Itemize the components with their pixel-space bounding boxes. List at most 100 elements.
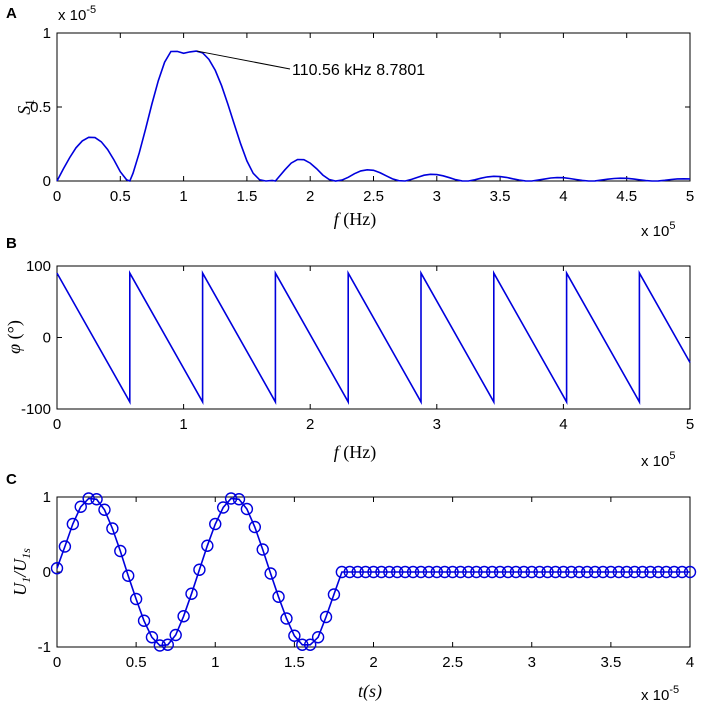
y-axis-label-c: U1/U1s bbox=[10, 548, 33, 596]
series-line-b bbox=[56, 270, 691, 405]
y-tick-label-a: 0.5 bbox=[30, 99, 51, 116]
data-point-c bbox=[319, 610, 333, 624]
data-point-c bbox=[185, 587, 198, 600]
x-axis-label-c: t(s) bbox=[358, 681, 382, 702]
data-point-c bbox=[533, 565, 546, 579]
data-point-c bbox=[644, 565, 657, 579]
data-point-c bbox=[588, 565, 602, 579]
axis-ticks-c: 0 0.5 1 1.5 2 2.5 3 3.5 4-101 bbox=[38, 489, 695, 671]
x-tick-label-c: 2 bbox=[369, 654, 377, 671]
x-multiplier-a: x 105 bbox=[641, 220, 675, 240]
data-point-c bbox=[66, 517, 80, 531]
y-tick-label-a: 0 bbox=[43, 173, 51, 190]
x-tick-label-b: 5 bbox=[686, 416, 694, 433]
x-tick-label-a: 3.5 bbox=[490, 188, 511, 205]
data-point-c bbox=[660, 565, 673, 579]
data-point-c bbox=[50, 562, 64, 575]
x-tick-label-a: 0 bbox=[53, 188, 61, 205]
data-point-c bbox=[549, 565, 562, 579]
x-tick-label-c: 3 bbox=[528, 654, 536, 671]
x-tick-label-a: 1 bbox=[179, 188, 187, 205]
x-axis-label-a: f (Hz) bbox=[334, 209, 377, 230]
data-point-c bbox=[414, 565, 428, 579]
data-point-c bbox=[327, 588, 341, 601]
data-point-c bbox=[604, 565, 618, 579]
y-tick-label-b: 100 bbox=[26, 258, 51, 275]
data-point-c bbox=[509, 565, 523, 579]
x-tick-label-b: 3 bbox=[433, 416, 441, 433]
y-tick-label-c: 0 bbox=[43, 564, 51, 581]
x-tick-label-a: 0.5 bbox=[110, 188, 131, 205]
data-point-c bbox=[122, 569, 135, 582]
data-point-c bbox=[90, 493, 103, 506]
data-point-c bbox=[375, 565, 388, 579]
y-axis-label-a: S1 bbox=[14, 99, 37, 115]
data-point-c bbox=[485, 565, 499, 579]
data-point-c bbox=[517, 565, 531, 579]
data-point-c bbox=[628, 565, 641, 579]
data-point-c bbox=[406, 565, 420, 579]
data-point-c bbox=[209, 517, 222, 531]
data-point-c bbox=[240, 502, 254, 516]
series-c bbox=[50, 492, 697, 652]
y-axis-label-b: φ (°) bbox=[4, 320, 25, 354]
data-point-c bbox=[58, 540, 72, 553]
data-point-c bbox=[335, 565, 349, 579]
peak-annotation: 110.56 kHz 8.7801 bbox=[292, 62, 425, 79]
data-point-c bbox=[137, 614, 151, 627]
plot-frame-b bbox=[56, 265, 691, 410]
data-point-c bbox=[501, 565, 515, 579]
series-b bbox=[56, 270, 691, 405]
x-tick-label-b: 1 bbox=[179, 416, 187, 433]
x-tick-label-c: 4 bbox=[686, 654, 694, 671]
y-tick-label-c: 1 bbox=[43, 489, 51, 506]
y-tick-label-b: 0 bbox=[43, 330, 51, 347]
data-point-c bbox=[383, 565, 396, 579]
data-point-c bbox=[201, 539, 214, 552]
panel-a: A 0 0.5 1 1.5 2 2.5 3 3.5 4 4.5 5 0 0.5 1 110.56 kHz … bbox=[6, 4, 694, 240]
data-point-c bbox=[129, 592, 143, 606]
data-point-c bbox=[493, 565, 507, 579]
data-point-c bbox=[114, 544, 127, 558]
data-point-c bbox=[454, 565, 467, 579]
data-point-c bbox=[667, 565, 681, 579]
data-point-c bbox=[652, 565, 665, 579]
data-point-c bbox=[216, 501, 230, 514]
x-tick-label-c: 0.5 bbox=[126, 654, 147, 671]
data-point-c bbox=[311, 631, 325, 644]
data-point-c bbox=[74, 500, 87, 513]
data-point-c bbox=[573, 565, 586, 579]
data-point-c bbox=[430, 565, 443, 579]
x-axis-label-b: f (Hz) bbox=[334, 442, 377, 463]
data-point-c bbox=[272, 590, 285, 603]
panel-c: C 0 0.5 1 1.5 2 2.5 3 3.5 4-101 x 10-5 t(s) U1/U… bbox=[6, 471, 697, 704]
series-a bbox=[56, 50, 691, 183]
y-tick-label-b: -100 bbox=[21, 401, 51, 418]
data-point-c bbox=[224, 492, 238, 505]
data-point-c bbox=[193, 563, 206, 576]
data-point-c bbox=[462, 565, 475, 579]
data-point-c bbox=[82, 492, 95, 505]
x-tick-label-a: 3 bbox=[433, 188, 441, 205]
data-point-c bbox=[391, 565, 404, 579]
x-tick-label-c: 3.5 bbox=[600, 654, 621, 671]
data-point-c bbox=[248, 520, 262, 534]
data-point-c bbox=[359, 565, 372, 579]
data-point-c bbox=[106, 522, 119, 535]
data-point-c bbox=[280, 612, 293, 625]
data-point-c bbox=[145, 631, 159, 644]
data-point-c bbox=[153, 639, 167, 652]
data-point-c bbox=[557, 565, 570, 579]
data-point-c bbox=[596, 565, 610, 579]
data-point-c bbox=[683, 565, 697, 579]
x-tick-label-a: 4.5 bbox=[616, 188, 637, 205]
x-tick-label-a: 2 bbox=[306, 188, 314, 205]
data-point-c bbox=[177, 610, 190, 623]
annotation-leader-line bbox=[196, 50, 291, 70]
y-tick-label-c: -1 bbox=[38, 639, 51, 656]
data-point-c bbox=[398, 565, 412, 579]
data-point-c bbox=[256, 543, 269, 556]
x-multiplier-b: x 105 bbox=[641, 450, 675, 470]
